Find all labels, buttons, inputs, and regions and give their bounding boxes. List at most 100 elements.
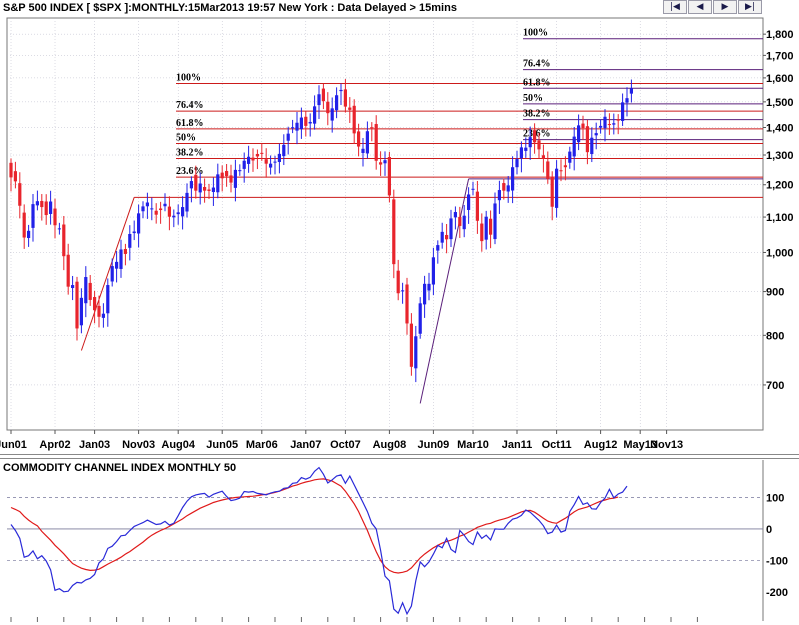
first-page-button[interactable]: |◀	[663, 0, 687, 14]
candle	[115, 251, 119, 283]
candle-body	[185, 192, 189, 212]
candle	[71, 275, 75, 301]
candle	[233, 159, 237, 202]
candle	[449, 209, 453, 248]
candle-body	[31, 204, 35, 228]
candle-body	[141, 206, 145, 212]
chart-frame	[0, 17, 799, 621]
candle	[238, 164, 242, 176]
fib-level-label: 76.4%	[176, 100, 204, 111]
date-tick-label: Jun01	[0, 439, 27, 451]
candle-body	[335, 95, 339, 111]
candle	[53, 198, 57, 239]
candle-body	[9, 162, 13, 178]
candle-body	[172, 215, 176, 218]
candle-body	[137, 213, 141, 234]
candle	[577, 114, 581, 151]
candle	[497, 180, 501, 214]
candle	[22, 204, 26, 249]
candle	[119, 239, 123, 278]
price-tick-label: 1,500	[766, 97, 794, 109]
candle-body	[396, 270, 400, 294]
date-tick-label: Aug12	[584, 439, 618, 451]
candle	[339, 83, 343, 106]
candle-body	[282, 144, 286, 157]
next-page-button[interactable]: ▶	[713, 0, 737, 14]
cci-tick-label: -200	[766, 587, 788, 599]
candle-body	[260, 152, 264, 154]
fib-trend-line	[419, 178, 470, 404]
candle-body	[546, 161, 550, 179]
candle-body	[326, 101, 330, 114]
cci-tick-label: 0	[766, 524, 772, 536]
candle	[590, 127, 594, 163]
candle	[304, 111, 308, 137]
candle	[101, 303, 105, 328]
candle	[370, 122, 374, 142]
candle-body	[101, 313, 105, 318]
candle-body	[533, 130, 537, 143]
candle-body	[480, 223, 484, 242]
price-tick-label: 1,700	[766, 50, 794, 62]
candle-body	[431, 257, 435, 285]
fib-level-label: 50%	[176, 132, 196, 143]
candle	[97, 295, 101, 328]
candle-body	[352, 105, 356, 134]
previous-page-button[interactable]: ◀	[688, 0, 712, 14]
candle-body	[559, 170, 563, 172]
candle	[480, 213, 484, 252]
candle	[264, 148, 268, 178]
date-tick-label: Nov03	[122, 439, 155, 451]
price-tick-label: 800	[766, 330, 784, 342]
candle	[607, 113, 611, 135]
candle	[137, 204, 141, 248]
candle	[106, 278, 110, 327]
candle	[62, 215, 66, 271]
candle-body	[238, 170, 242, 172]
candle-body	[123, 249, 127, 254]
fib-level-label: 100%	[523, 28, 548, 39]
candle	[475, 180, 479, 234]
last-page-button[interactable]: ▶|	[738, 0, 762, 14]
candle	[343, 79, 347, 113]
candle	[84, 266, 88, 318]
candle-body	[57, 228, 61, 230]
candle	[207, 183, 211, 199]
candle-body	[330, 108, 334, 121]
candle-body	[616, 119, 620, 121]
candle	[88, 275, 92, 306]
candle-body	[568, 151, 572, 163]
candle-body	[409, 323, 413, 367]
candle	[524, 137, 528, 158]
price-tick-label: 1,300	[766, 150, 794, 162]
candle	[291, 119, 295, 134]
candle-body	[163, 203, 167, 207]
candle-body	[541, 155, 545, 159]
cci-tick-label: 100	[766, 492, 784, 504]
candle	[559, 159, 563, 182]
fib-trend-line	[80, 197, 135, 351]
candle-body	[418, 303, 422, 334]
candle	[286, 126, 290, 155]
candle-body	[115, 261, 119, 269]
candle	[361, 137, 365, 167]
candle	[458, 206, 462, 238]
candle	[299, 107, 303, 139]
candle	[141, 201, 145, 219]
candle	[546, 151, 550, 184]
candle	[352, 99, 356, 144]
candle	[172, 209, 176, 228]
fib-level-label: 23.6%	[523, 129, 551, 140]
candle	[277, 143, 281, 174]
candle-body	[458, 216, 462, 226]
candle-body	[585, 126, 589, 153]
candle-body	[128, 233, 132, 248]
candle	[198, 172, 202, 205]
price-tick-label: 700	[766, 380, 784, 392]
candle-body	[555, 168, 559, 208]
candle-body	[40, 200, 44, 208]
candle	[506, 175, 510, 203]
candle	[515, 150, 519, 175]
candle-body	[277, 153, 281, 162]
candle	[13, 161, 17, 189]
